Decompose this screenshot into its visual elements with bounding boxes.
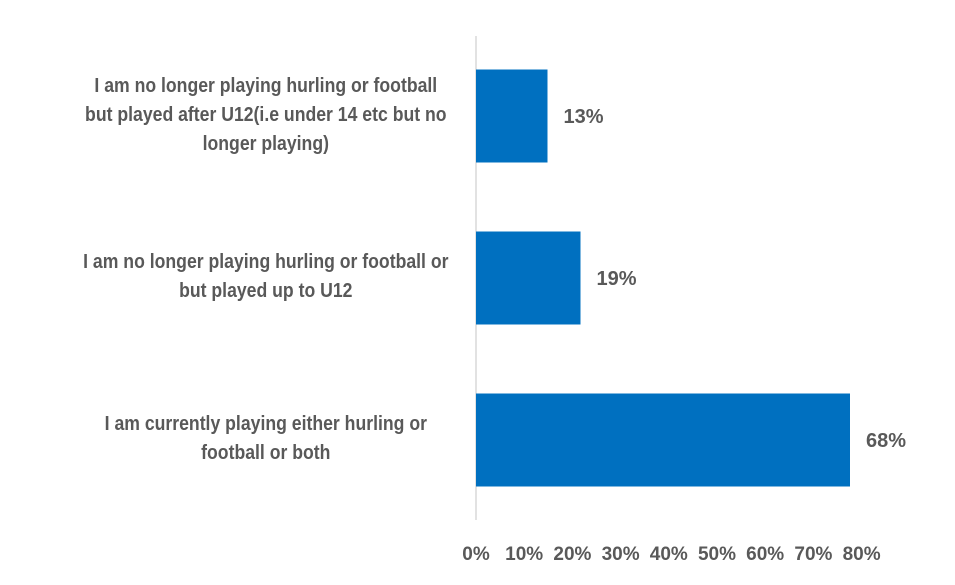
x-tick-label: 80%: [843, 544, 881, 565]
x-tick-label: 70%: [794, 544, 832, 565]
x-tick-label: 30%: [602, 544, 640, 565]
bar-2: [476, 231, 581, 325]
category-label-2: I am no longer playing hurling or footba…: [77, 247, 455, 305]
category-label-line: I am currently playing either hurling or: [104, 412, 427, 435]
x-tick-label: 60%: [746, 544, 784, 565]
data-label-2: 19%: [597, 268, 637, 290]
x-tick-label: 0%: [462, 544, 490, 565]
x-tick-label: 10%: [505, 544, 543, 565]
category-label-line: football or both: [201, 441, 331, 464]
category-label-1: I am no longer playing hurling or footba…: [77, 71, 455, 158]
x-tick-label: 50%: [698, 544, 736, 565]
data-label-1: 13%: [564, 106, 604, 128]
category-label-line: but played up to U12: [179, 279, 353, 302]
category-label-line: longer playing): [202, 131, 329, 155]
data-label-3: 68%: [866, 430, 906, 452]
category-label-line: I am no longer playing hurling or footba…: [94, 73, 438, 97]
category-label-line: but played after U12(i.e under 14 etc bu…: [85, 102, 447, 126]
bar-1: [476, 69, 548, 163]
bar-3: [476, 393, 850, 487]
category-label-line: I am no longer playing hurling or footba…: [83, 250, 449, 273]
category-label-3: I am currently playing either hurling or…: [77, 409, 455, 467]
x-tick-label: 40%: [650, 544, 688, 565]
x-tick-label: 20%: [553, 544, 591, 565]
